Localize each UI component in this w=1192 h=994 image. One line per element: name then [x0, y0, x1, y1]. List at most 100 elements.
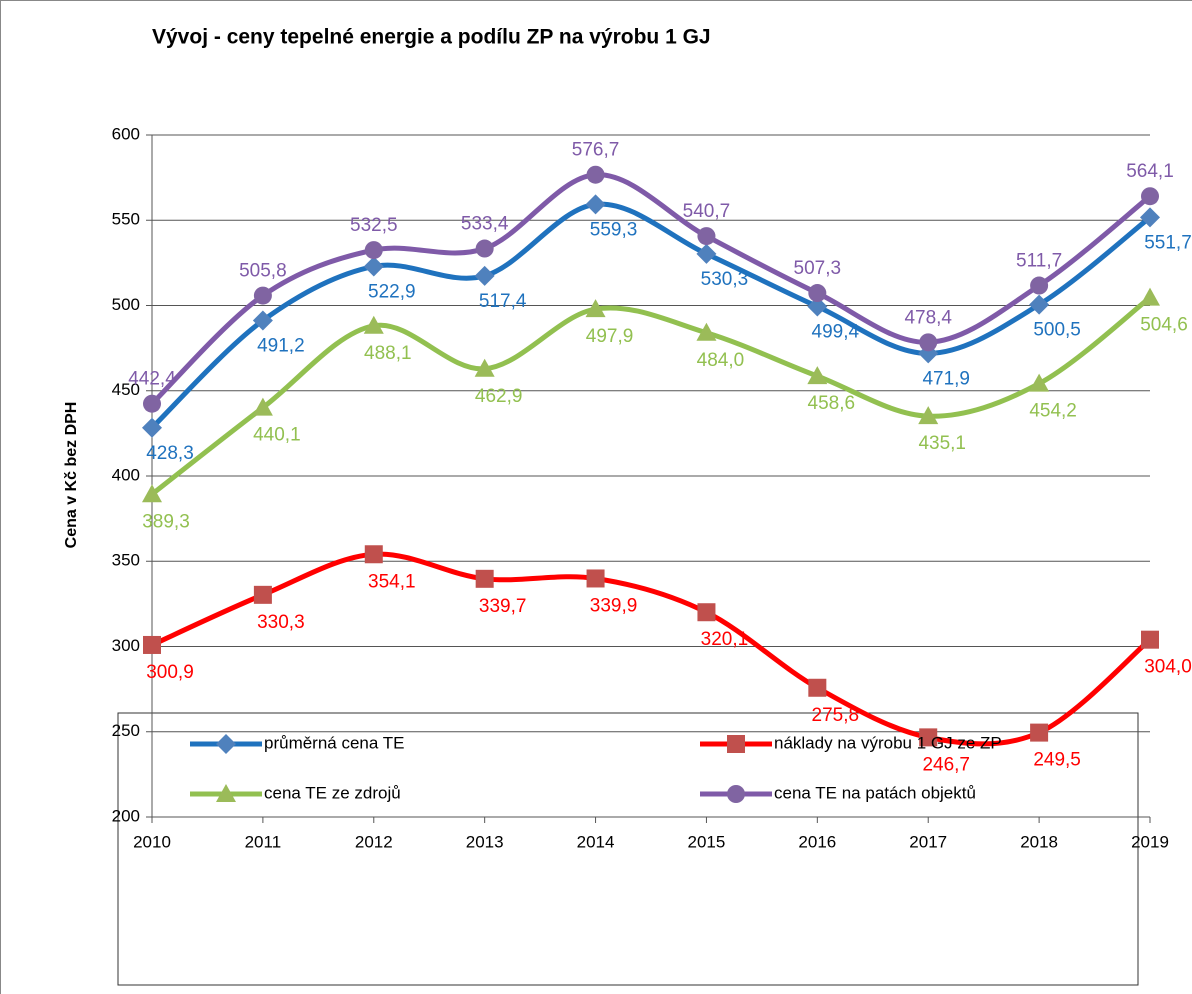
marker	[143, 394, 161, 413]
marker	[697, 603, 716, 622]
marker	[475, 239, 494, 258]
marker	[474, 358, 495, 377]
data-label: 354,1	[368, 571, 416, 592]
y-tick-label: 500	[112, 295, 140, 314]
marker	[808, 678, 827, 697]
chart-title: Vývoj - ceny tepelné energie a podílu ZP…	[152, 26, 711, 49]
y-tick-label: 350	[112, 551, 140, 570]
x-tick-label: 2015	[688, 832, 726, 851]
data-label: 540,7	[683, 201, 731, 222]
data-label: 564,1	[1126, 161, 1174, 182]
data-label: 507,3	[794, 258, 842, 279]
marker	[1141, 630, 1159, 649]
y-tick-label: 600	[112, 124, 140, 143]
data-label: 458,6	[808, 393, 856, 414]
marker	[918, 406, 939, 425]
marker	[696, 322, 717, 341]
legend-label: průměrná cena TE	[264, 733, 404, 752]
marker	[252, 310, 273, 331]
data-label: 500,5	[1033, 320, 1081, 341]
y-tick-label: 400	[112, 465, 140, 484]
data-label: 389,3	[142, 511, 190, 532]
x-tick-label: 2014	[577, 832, 615, 851]
marker	[143, 635, 161, 654]
marker	[697, 227, 716, 246]
data-label: 440,1	[253, 425, 301, 446]
series-line	[150, 551, 1152, 747]
y-tick-label: 450	[112, 380, 140, 399]
marker	[808, 284, 827, 303]
y-tick-label: 250	[112, 721, 140, 740]
data-label: 576,7	[572, 140, 620, 161]
marker	[586, 569, 605, 588]
data-label: 491,2	[257, 336, 305, 357]
data-label: 454,2	[1029, 401, 1077, 422]
data-label: 517,4	[479, 291, 527, 312]
marker	[363, 256, 384, 277]
data-label: 249,5	[1033, 750, 1081, 771]
marker	[696, 243, 717, 264]
data-label: 511,7	[1016, 251, 1062, 272]
x-tick-label: 2019	[1131, 832, 1169, 851]
marker	[1030, 276, 1049, 295]
data-label: 320,1	[701, 629, 749, 650]
marker	[252, 397, 273, 416]
marker	[585, 299, 606, 318]
y-tick-label: 300	[112, 636, 140, 655]
data-label: 471,9	[922, 368, 970, 389]
y-tick-label: 200	[112, 806, 140, 825]
legend-marker	[727, 785, 745, 803]
data-label: 339,9	[590, 595, 638, 616]
series-line	[150, 172, 1152, 406]
x-tick-label: 2016	[798, 832, 836, 851]
legend-label: cena TE ze zdrojů	[264, 783, 401, 802]
data-label: 532,5	[350, 215, 398, 236]
marker	[1030, 723, 1049, 742]
data-label: 504,6	[1140, 315, 1188, 336]
data-label: 462,9	[475, 386, 523, 407]
marker	[1140, 287, 1160, 306]
data-label: 559,3	[590, 219, 638, 240]
data-label: 339,7	[479, 596, 527, 617]
x-tick-label: 2011	[245, 832, 282, 851]
data-label: 530,3	[701, 269, 749, 290]
legend-label: cena TE na patách objektů	[774, 783, 976, 802]
x-tick-label: 2018	[1020, 832, 1058, 851]
marker	[363, 315, 384, 334]
legend-label: náklady na výrobu 1 GJ ze ZP	[774, 733, 1002, 752]
marker	[807, 296, 828, 317]
marker	[585, 194, 606, 215]
x-tick-label: 2012	[355, 832, 393, 851]
legend-marker	[216, 784, 236, 802]
data-label: 522,9	[368, 281, 416, 302]
x-tick-label: 2010	[133, 832, 171, 851]
legend-marker	[727, 735, 745, 753]
data-label: 435,1	[918, 433, 966, 454]
y-axis-title: Cena v Kč bez DPH	[63, 402, 80, 549]
marker	[253, 585, 272, 604]
data-label: 428,3	[146, 443, 194, 464]
marker	[1029, 294, 1050, 315]
legend-marker	[216, 734, 236, 754]
y-tick-label: 550	[112, 210, 140, 229]
marker	[475, 569, 494, 588]
data-label: 505,8	[239, 261, 287, 282]
marker	[586, 165, 605, 184]
marker	[253, 286, 272, 305]
x-tick-label: 2013	[466, 832, 504, 851]
data-label: 330,3	[257, 612, 305, 633]
data-label: 499,4	[812, 322, 860, 343]
marker	[919, 333, 938, 352]
data-label: 484,0	[697, 350, 745, 371]
data-label: 497,9	[586, 326, 634, 347]
marker	[807, 366, 828, 385]
marker	[919, 728, 938, 747]
marker	[474, 265, 495, 286]
marker	[364, 241, 383, 260]
data-label: 304,0	[1144, 657, 1192, 678]
data-label: 275,8	[812, 705, 860, 726]
data-label: 442,4	[128, 369, 176, 390]
marker	[1141, 187, 1159, 206]
marker	[1029, 373, 1050, 392]
